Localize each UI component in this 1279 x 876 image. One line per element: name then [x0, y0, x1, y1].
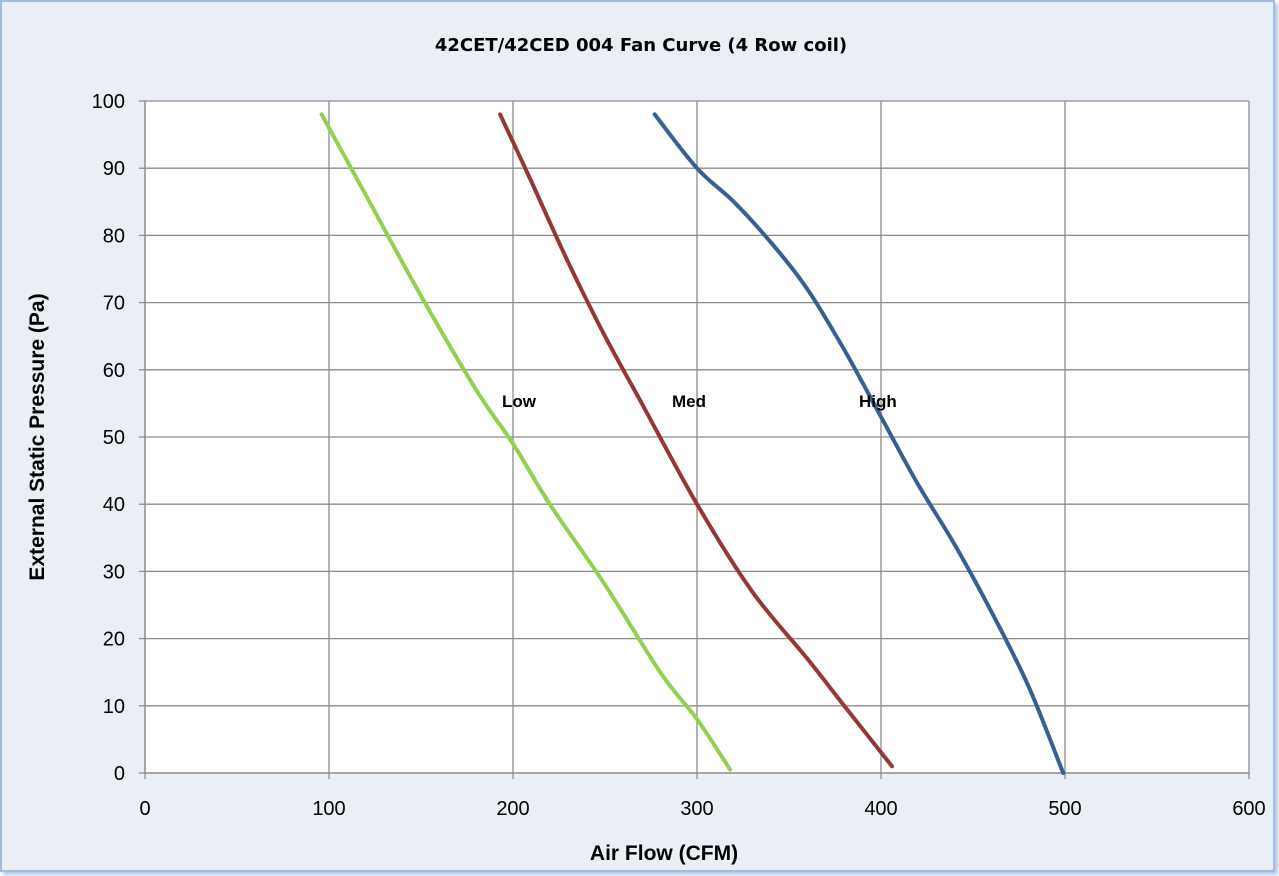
- y-tick-label: 90: [103, 158, 125, 180]
- series-lines: [319, 112, 1066, 775]
- x-tick-label: 200: [496, 798, 529, 820]
- chart-title: 42CET/42CED 004 Fan Curve (4 Row coil): [435, 35, 847, 56]
- series-labels: Low Med High: [502, 392, 897, 411]
- y-tick-label: 60: [103, 360, 125, 382]
- series-line-high: [652, 112, 1066, 775]
- y-axis-title: External Static Pressure (Pa): [26, 293, 49, 580]
- series-line-low: [319, 112, 733, 772]
- y-tick-label: 100: [92, 91, 125, 113]
- x-tick-label: 0: [139, 798, 150, 820]
- series-label-low: Low: [502, 392, 537, 411]
- y-tick-label: 70: [103, 293, 125, 315]
- y-tick-labels: 0 10 20 30 40 50 60 70 80 90 100: [92, 91, 125, 785]
- y-tick-label: 0: [114, 763, 125, 785]
- series-label-med: Med: [672, 392, 706, 411]
- y-tick-label: 40: [103, 494, 125, 516]
- series-label-high: High: [859, 392, 897, 411]
- y-tick-label: 30: [103, 561, 125, 583]
- y-tick-label: 80: [103, 225, 125, 247]
- x-tick-label: 100: [312, 798, 345, 820]
- x-axis-title: Air Flow (CFM): [590, 842, 738, 865]
- y-tick-label: 10: [103, 696, 125, 718]
- y-tick-label: 50: [103, 427, 125, 449]
- x-tick-label: 600: [1232, 798, 1265, 820]
- x-tick-label: 500: [1048, 798, 1081, 820]
- y-tick-label: 20: [103, 629, 125, 651]
- x-tick-labels: 0 100 200 300 400 500 600: [139, 798, 1265, 820]
- x-tick-label: 300: [680, 798, 713, 820]
- x-tick-label: 400: [864, 798, 897, 820]
- series-line-med: [498, 112, 894, 769]
